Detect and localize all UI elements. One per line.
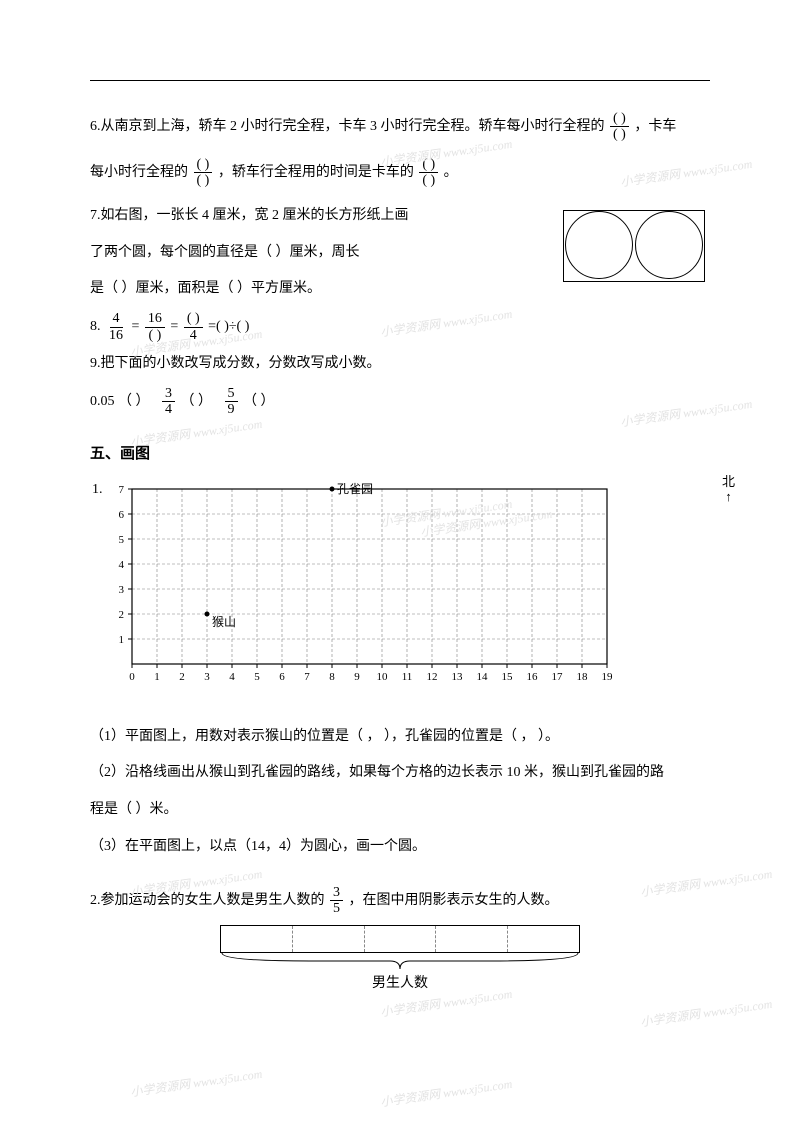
svg-text:1: 1 bbox=[154, 671, 160, 683]
grid-q-number: 1. bbox=[92, 475, 103, 506]
bar-segment bbox=[221, 926, 293, 952]
top-horizontal-rule bbox=[90, 80, 710, 81]
svg-text:5: 5 bbox=[254, 671, 260, 683]
q9-gap1: （ ） bbox=[181, 394, 213, 409]
q6-blank-frac-2: ( ) ( ) bbox=[194, 157, 213, 189]
svg-text:6: 6 bbox=[279, 671, 285, 683]
svg-text:7: 7 bbox=[304, 671, 310, 683]
bar-segment bbox=[508, 926, 579, 952]
svg-text:0: 0 bbox=[129, 671, 135, 683]
q6-text-e: 。 bbox=[444, 165, 458, 180]
svg-text:7: 7 bbox=[119, 484, 125, 496]
bar-segment bbox=[436, 926, 508, 952]
q2-prefix: 2.参加运动会的女生人数是男生人数的 bbox=[90, 893, 325, 908]
svg-text:13: 13 bbox=[452, 671, 464, 683]
q9-frac-1: 3 4 bbox=[162, 386, 175, 418]
q2-suffix: ，在图中用阴影表示女生的人数。 bbox=[349, 893, 559, 908]
north-label: 北 bbox=[722, 474, 735, 489]
q6-text-c: 每小时行全程的 bbox=[90, 165, 188, 180]
question-6-cont: 每小时行全程的 ( ) ( ) ，轿车行全程用的时间是卡车的 ( ) ( ) 。 bbox=[90, 157, 710, 189]
question-9-values: 0.05 （ ） 3 4 （ ） 5 9 （ ） bbox=[90, 386, 710, 418]
question-8: 8. 4 16 = 16 ( ) = ( ) 4 =( )÷( ) bbox=[90, 311, 710, 343]
q6-blank-frac-3: ( ) ( ) bbox=[419, 157, 438, 189]
sub-question-3: （3）在平面图上，以点（14，4）为圆心，画一个圆。 bbox=[90, 832, 710, 863]
q8-prefix: 8. bbox=[90, 319, 101, 334]
q6-text-b: ，卡车 bbox=[634, 119, 676, 134]
brace-label: 男生人数 bbox=[90, 969, 710, 1000]
brace-icon bbox=[220, 951, 580, 971]
svg-text:2: 2 bbox=[119, 609, 125, 621]
svg-text:4: 4 bbox=[119, 559, 125, 571]
bar-segment bbox=[293, 926, 365, 952]
question-6: 6.从南京到上海，轿车 2 小时行完全程，卡车 3 小时行完全程。轿车每小时行全… bbox=[90, 111, 710, 143]
bar-segment bbox=[365, 926, 437, 952]
svg-text:猴山: 猴山 bbox=[212, 615, 236, 629]
q8-tail: =( )÷( ) bbox=[208, 319, 249, 334]
svg-text:8: 8 bbox=[329, 671, 335, 683]
svg-text:17: 17 bbox=[552, 671, 564, 683]
svg-text:1: 1 bbox=[119, 634, 125, 646]
svg-text:6: 6 bbox=[119, 509, 125, 521]
sub-question-2b: 程是（ ）米。 bbox=[90, 795, 710, 826]
svg-text:15: 15 bbox=[502, 671, 514, 683]
north-arrow-icon: ↑ bbox=[725, 489, 732, 504]
q8-frac-3: ( ) 4 bbox=[184, 311, 203, 343]
svg-text:3: 3 bbox=[204, 671, 210, 683]
q6-text-a: 6.从南京到上海，轿车 2 小时行完全程，卡车 3 小时行完全程。轿车每小时行全… bbox=[90, 119, 605, 134]
svg-text:3: 3 bbox=[119, 584, 125, 596]
circle-right bbox=[635, 211, 703, 279]
svg-text:19: 19 bbox=[602, 671, 614, 683]
coordinate-grid: 1. 0123456789101112131415161718191234567… bbox=[110, 479, 710, 702]
north-indicator: 北 ↑ bbox=[722, 474, 735, 505]
q6-blank-frac-1: ( ) ( ) bbox=[610, 111, 629, 143]
q8-frac-2: 16 ( ) bbox=[145, 311, 165, 343]
svg-text:4: 4 bbox=[229, 671, 235, 683]
q9-frac-2: 5 9 bbox=[225, 386, 238, 418]
svg-text:孔雀园: 孔雀园 bbox=[337, 482, 373, 496]
svg-text:2: 2 bbox=[179, 671, 185, 683]
sub-question-2: （2）沿格线画出从猴山到孔雀园的路线，如果每个方格的边长表示 10 米，猴山到孔… bbox=[90, 758, 710, 789]
svg-text:16: 16 bbox=[527, 671, 539, 683]
svg-text:9: 9 bbox=[354, 671, 360, 683]
section-5-title: 五、画图 bbox=[90, 438, 710, 471]
q8-frac-1: 4 16 bbox=[106, 311, 126, 343]
grid-svg: 0123456789101112131415161718191234567猴山孔… bbox=[110, 479, 617, 689]
svg-text:11: 11 bbox=[402, 671, 413, 683]
svg-text:18: 18 bbox=[577, 671, 589, 683]
q6-text-d: ，轿车行全程用的时间是卡车的 bbox=[218, 165, 414, 180]
svg-text:10: 10 bbox=[377, 671, 389, 683]
question-2: 2.参加运动会的女生人数是男生人数的 3 5 ，在图中用阴影表示女生的人数。 bbox=[90, 885, 710, 917]
two-circles-diagram bbox=[563, 210, 705, 282]
circle-left bbox=[565, 211, 633, 279]
q2-frac: 3 5 bbox=[330, 885, 343, 917]
svg-text:14: 14 bbox=[477, 671, 489, 683]
bar-diagram bbox=[220, 925, 580, 953]
svg-text:5: 5 bbox=[119, 534, 125, 546]
q9-gap2: （ ） bbox=[243, 394, 275, 409]
q9-val1: 0.05 （ ） bbox=[90, 394, 150, 409]
brace-row bbox=[90, 951, 710, 971]
svg-text:12: 12 bbox=[427, 671, 438, 683]
question-9-line1: 9.把下面的小数改写成分数，分数改写成小数。 bbox=[90, 349, 710, 380]
sub-question-1: （1）平面图上，用数对表示猴山的位置是（ ， ），孔雀园的位置是（ ， ）。 bbox=[90, 722, 710, 753]
